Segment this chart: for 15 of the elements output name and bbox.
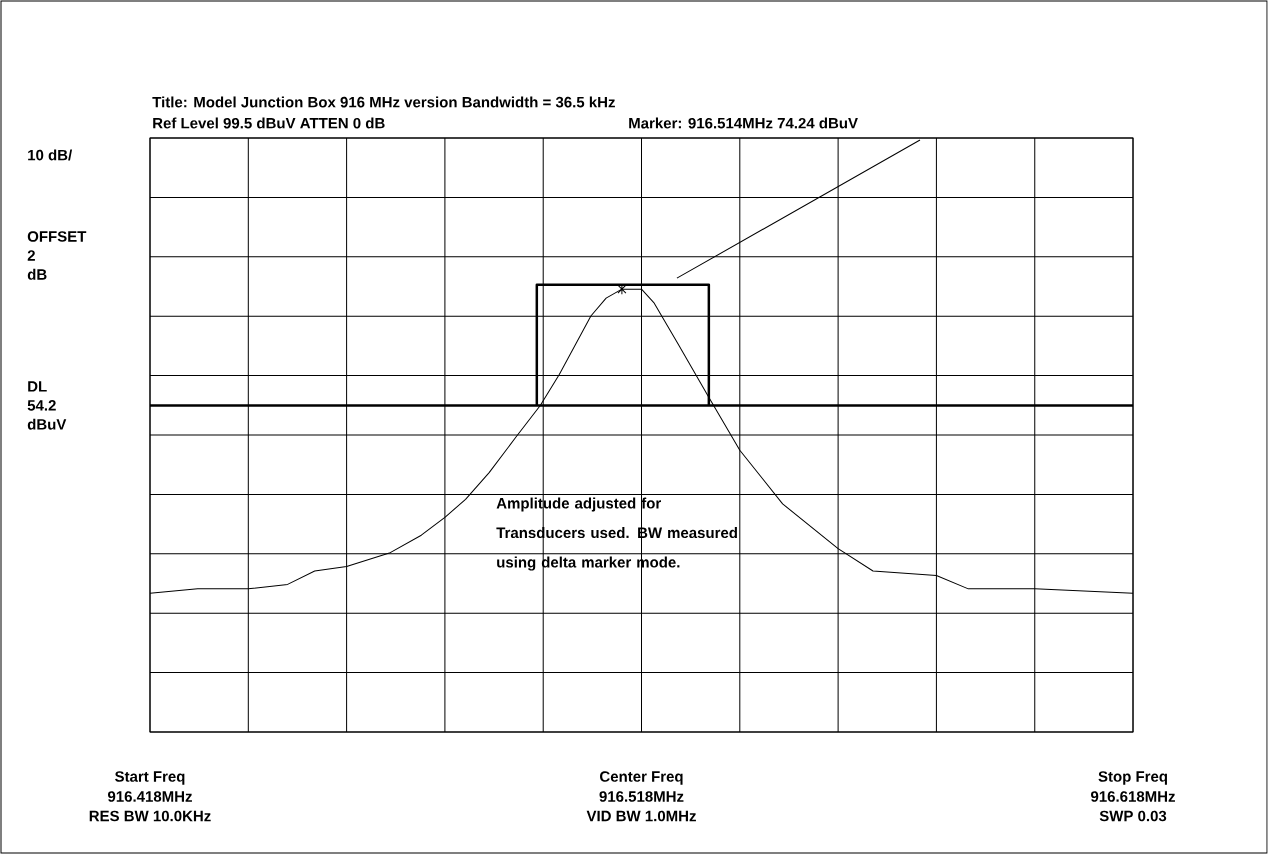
x-tick-label: 916.618MHz xyxy=(1091,791,1175,802)
ref-line-label: DL 54.2 dBuV xyxy=(27,381,67,430)
text: Stop Freq xyxy=(1098,771,1167,785)
text: OFFSET 2 dB xyxy=(27,231,87,280)
x-tick-label: 916.418MHz xyxy=(107,791,192,802)
text: VID BW 1.0MHz xyxy=(586,810,696,822)
text: RES BW 10.0KHz xyxy=(89,810,211,822)
x-tick-label: 916.518MHz xyxy=(599,791,684,802)
text: Marker: 916.514MHz 74.24 dBuV xyxy=(629,117,858,129)
text: Start Freq xyxy=(115,771,185,785)
chart-title: Title: Model Junction Box 916 MHz version Bandwidth = 36.5 kHz xyxy=(152,96,615,108)
text: Center Freq xyxy=(600,771,683,785)
chart-subtitle: Ref Level 99.5 dBuV ATTEN 0 dB xyxy=(153,117,385,129)
text: 10 dB/ xyxy=(28,149,73,161)
text: SWP 0.03 xyxy=(1099,810,1167,822)
